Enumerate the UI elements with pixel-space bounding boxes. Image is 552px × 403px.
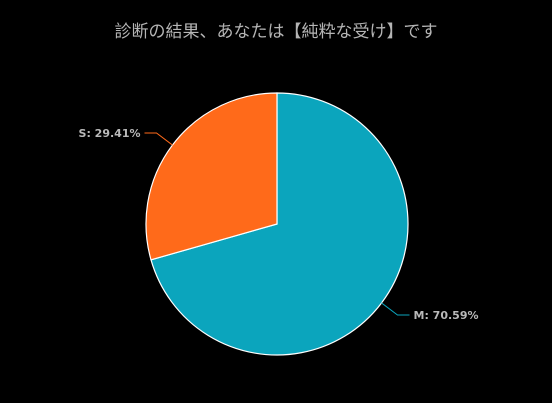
data-label-s: S: 29.41% (79, 127, 141, 140)
pie-slice-s[interactable] (145, 92, 278, 261)
slices-layer (145, 92, 409, 356)
data-labels: M: 70.59% S: 29.41% (79, 127, 479, 322)
data-label-m: M: 70.59% (414, 309, 479, 322)
chart-title: 診断の結果、あなたは【純粋な受け】です (114, 22, 438, 42)
leader-line-s (144, 132, 173, 146)
pie-slice-m[interactable] (150, 92, 409, 356)
leader-line-m (381, 302, 410, 316)
leader-lines (144, 132, 410, 316)
